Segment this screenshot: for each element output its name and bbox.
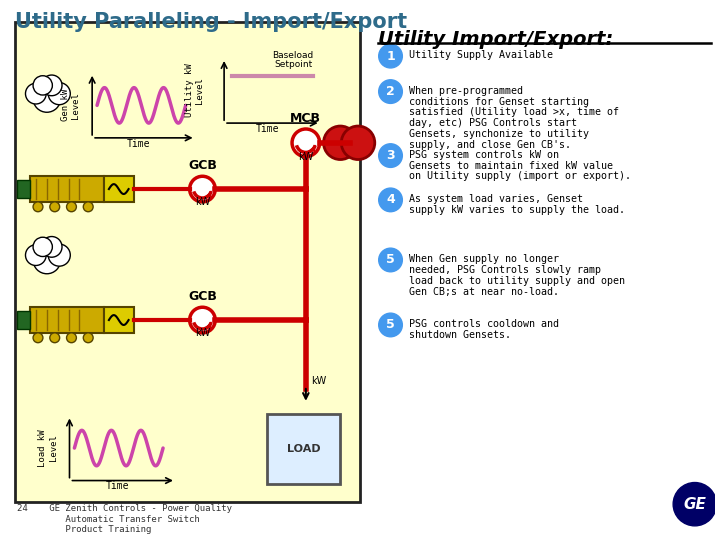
- Text: Utility Paralleling - Import/Export: Utility Paralleling - Import/Export: [15, 12, 408, 32]
- Text: As system load varies, Genset: As system load varies, Genset: [409, 194, 583, 204]
- Text: kW: kW: [195, 197, 210, 207]
- FancyBboxPatch shape: [15, 22, 360, 502]
- Text: GCB: GCB: [188, 159, 217, 172]
- Text: GE: GE: [683, 497, 706, 512]
- Circle shape: [50, 333, 60, 343]
- Circle shape: [41, 75, 62, 96]
- Text: satisfied (Utility load >x, time of: satisfied (Utility load >x, time of: [409, 107, 619, 117]
- Text: kW: kW: [311, 376, 326, 386]
- Text: on Utility supply (import or export).: on Utility supply (import or export).: [409, 171, 631, 181]
- Circle shape: [25, 245, 46, 266]
- Circle shape: [48, 83, 71, 105]
- Circle shape: [33, 333, 43, 343]
- Circle shape: [292, 129, 320, 157]
- Circle shape: [33, 246, 60, 274]
- Circle shape: [25, 83, 46, 104]
- Circle shape: [379, 80, 402, 103]
- Circle shape: [189, 307, 215, 333]
- Text: PSG system controls kW on: PSG system controls kW on: [409, 150, 559, 160]
- Circle shape: [84, 333, 93, 343]
- Circle shape: [379, 248, 402, 272]
- Text: 2: 2: [386, 85, 395, 98]
- Circle shape: [66, 333, 76, 343]
- Circle shape: [33, 76, 53, 95]
- Text: shutdown Gensets.: shutdown Gensets.: [409, 330, 511, 340]
- FancyBboxPatch shape: [30, 176, 104, 202]
- Text: Utility Import/Export:: Utility Import/Export:: [378, 30, 613, 49]
- Text: 3: 3: [386, 149, 395, 162]
- FancyBboxPatch shape: [17, 180, 30, 198]
- Text: supply kW varies to supply the load.: supply kW varies to supply the load.: [409, 205, 625, 215]
- Text: kW: kW: [195, 328, 210, 338]
- Circle shape: [189, 176, 215, 202]
- Circle shape: [379, 313, 402, 337]
- Text: kW: kW: [298, 152, 313, 161]
- Text: 4: 4: [386, 193, 395, 206]
- Text: needed, PSG Controls slowly ramp: needed, PSG Controls slowly ramp: [409, 265, 601, 275]
- Text: MCB: MCB: [290, 112, 321, 125]
- Text: LOAD: LOAD: [287, 444, 320, 454]
- Text: Time: Time: [127, 139, 150, 148]
- Circle shape: [323, 126, 357, 159]
- Circle shape: [33, 237, 53, 256]
- Text: Time: Time: [106, 482, 129, 491]
- Text: load back to utility supply and open: load back to utility supply and open: [409, 276, 625, 286]
- Text: Gen kW
Level: Gen kW Level: [60, 89, 80, 122]
- Circle shape: [33, 202, 43, 212]
- Text: supply, and close Gen CB's.: supply, and close Gen CB's.: [409, 140, 571, 150]
- Text: conditions for Genset starting: conditions for Genset starting: [409, 97, 589, 106]
- Circle shape: [66, 202, 76, 212]
- Text: Time: Time: [256, 124, 279, 134]
- Text: PSG controls cooldown and: PSG controls cooldown and: [409, 319, 559, 329]
- Text: 1: 1: [386, 50, 395, 63]
- FancyBboxPatch shape: [104, 176, 133, 202]
- Circle shape: [41, 237, 62, 257]
- Circle shape: [50, 202, 60, 212]
- Text: 24    GE Zenith Controls - Power Quality
         Automatic Transfer Switch
    : 24 GE Zenith Controls - Power Quality Au…: [17, 504, 233, 534]
- Text: Utility kW
Level: Utility kW Level: [185, 64, 204, 118]
- Circle shape: [673, 483, 716, 526]
- Circle shape: [341, 126, 375, 159]
- Circle shape: [33, 85, 60, 112]
- Text: When Gen supply no longer: When Gen supply no longer: [409, 254, 559, 264]
- Circle shape: [379, 44, 402, 68]
- FancyBboxPatch shape: [104, 307, 133, 333]
- Text: Gensets to maintain fixed kW value: Gensets to maintain fixed kW value: [409, 160, 613, 171]
- Text: Gen CB;s at near no-load.: Gen CB;s at near no-load.: [409, 287, 559, 296]
- Text: Load kW
Level: Load kW Level: [38, 429, 58, 467]
- Text: Baseload: Baseload: [272, 51, 314, 60]
- Text: GCB: GCB: [188, 291, 217, 303]
- Text: 5: 5: [386, 253, 395, 266]
- FancyBboxPatch shape: [267, 414, 341, 484]
- Text: day, etc) PSG Controls start: day, etc) PSG Controls start: [409, 118, 577, 128]
- Circle shape: [379, 144, 402, 167]
- Circle shape: [48, 244, 71, 266]
- Text: 5: 5: [386, 319, 395, 332]
- FancyBboxPatch shape: [30, 307, 104, 333]
- Circle shape: [84, 202, 93, 212]
- Text: Utility Supply Available: Utility Supply Available: [409, 50, 553, 60]
- Text: Gensets, synchonize to utility: Gensets, synchonize to utility: [409, 129, 589, 139]
- Text: When pre-programmed: When pre-programmed: [409, 86, 523, 96]
- FancyBboxPatch shape: [17, 311, 30, 329]
- Circle shape: [379, 188, 402, 212]
- Text: Setpoint: Setpoint: [274, 60, 312, 69]
